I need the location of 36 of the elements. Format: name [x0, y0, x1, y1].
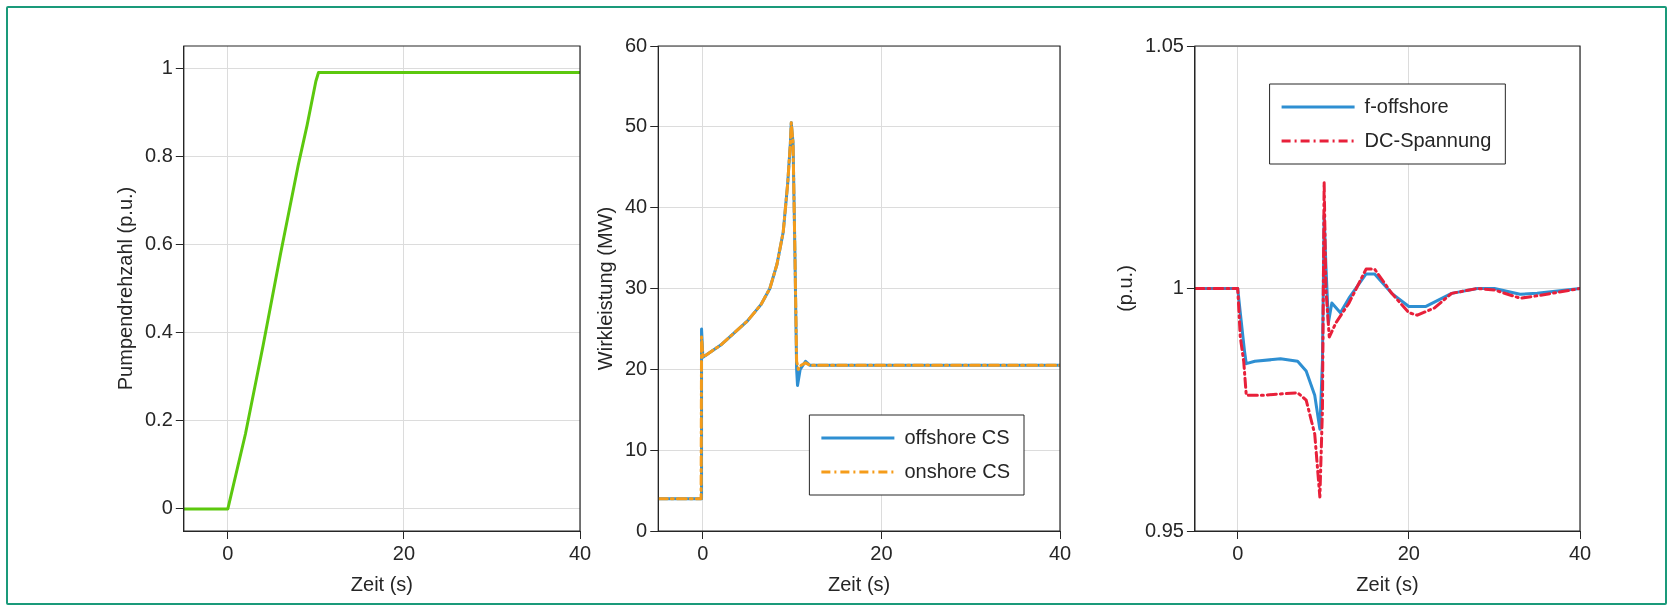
y-tick-label: 1 — [161, 55, 173, 78]
y-tick-label: 60 — [625, 33, 648, 56]
y-tick-label: 50 — [625, 114, 648, 137]
y-tick-label: 0 — [636, 518, 648, 541]
x-axis-title: Zeit (s) — [1356, 572, 1419, 595]
x-tick-label: 0 — [697, 541, 709, 564]
legend-label: f-offshore — [1364, 94, 1449, 117]
x-axis-title: Zeit (s) — [828, 572, 891, 595]
x-tick-label: 40 — [1048, 541, 1072, 564]
legend-label: DC-Spannung — [1364, 128, 1492, 151]
x-tick-label: 40 — [1568, 541, 1592, 564]
y-tick-label: 0.6 — [144, 231, 173, 254]
y-tick-label: 1.05 — [1144, 33, 1184, 56]
x-tick-label: 40 — [568, 541, 592, 564]
x-tick-label: 0 — [222, 541, 234, 564]
y-tick-label: 0 — [161, 496, 173, 519]
x-tick-label: 20 — [392, 541, 416, 564]
y-tick-label: 0.8 — [144, 143, 173, 166]
legend-label: onshore CS — [904, 459, 1011, 482]
legend-label: offshore CS — [904, 425, 1010, 448]
y-tick-label: 0.4 — [144, 320, 173, 343]
x-tick-label: 0 — [1232, 541, 1244, 564]
y-axis-title: (p.u.) — [1113, 265, 1136, 312]
x-axis-title: Zeit (s) — [350, 572, 414, 595]
x-tick-label: 20 — [870, 541, 893, 564]
x-tick-label: 20 — [1397, 541, 1420, 564]
line-series — [1194, 180, 1580, 499]
y-tick-label: 0.95 — [1144, 518, 1184, 541]
y-tick-label: 40 — [625, 195, 648, 218]
y-tick-label: 10 — [625, 437, 648, 460]
y-tick-label: 20 — [625, 356, 648, 379]
y-axis-title: Wirkleistung (MW) — [593, 206, 616, 371]
y-tick-label: 30 — [625, 276, 648, 299]
y-tick-label: 1 — [1172, 276, 1184, 299]
y-axis-title: Pumpendrehzahl (p.u.) — [113, 186, 136, 391]
y-tick-label: 0.2 — [144, 408, 173, 431]
